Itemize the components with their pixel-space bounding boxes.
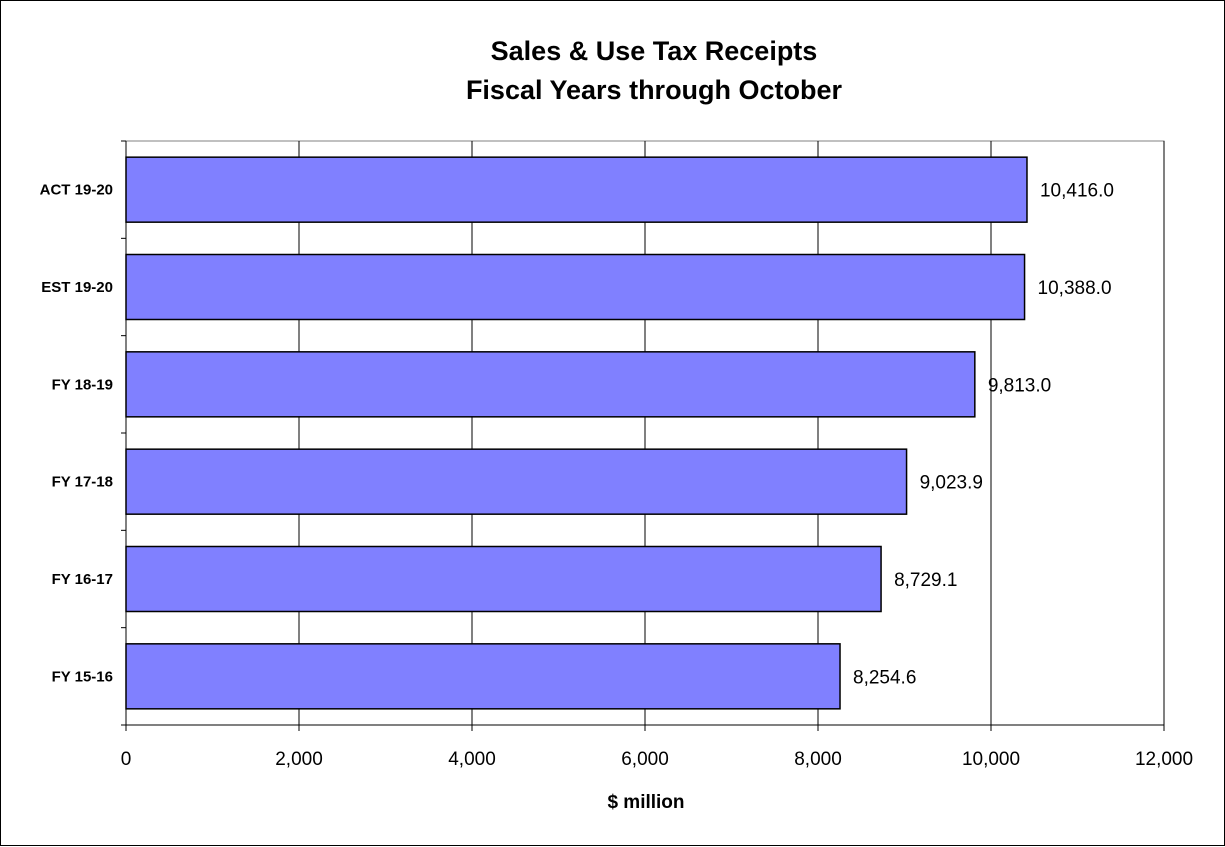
plot-area: 0 2,000 4,000 6,000 8,000 10,000 12,000 ACT 19-… (40, 140, 1193, 770)
chart-title-line-1: Sales & Use Tax Receipts (491, 36, 818, 66)
bar (125, 253, 1026, 321)
y-category-label: FY 15-16 (52, 668, 113, 685)
chart-title-line-2: Fiscal Years through October (466, 75, 843, 105)
bar (125, 545, 882, 613)
x-tick-label: 12,000 (1135, 749, 1193, 770)
data-label: 8,254.6 (853, 667, 916, 688)
data-label: 9,813.0 (988, 375, 1051, 396)
bar (125, 351, 976, 418)
x-tick-label: 8,000 (794, 749, 842, 770)
y-category-label: ACT 19-20 (40, 182, 113, 199)
data-label: 10,388.0 (1038, 278, 1112, 299)
y-category-label: FY 17-18 (52, 474, 113, 491)
y-category-label: EST 19-20 (41, 279, 113, 296)
y-category-label: FY 16-17 (52, 571, 113, 588)
bar (125, 448, 908, 515)
data-label: 8,729.1 (894, 570, 957, 591)
x-tick-label: 4,000 (448, 749, 496, 770)
bar (125, 156, 1028, 223)
x-axis-label: $ million (607, 792, 684, 813)
data-label: 9,023.9 (920, 473, 983, 494)
x-tick-label: 2,000 (275, 749, 323, 770)
data-label: 10,416.0 (1040, 181, 1114, 202)
x-tick-label: 10,000 (962, 749, 1020, 770)
y-category-label: FY 18-19 (52, 376, 113, 393)
bar (125, 643, 841, 710)
x-tick-label: 0 (121, 749, 132, 770)
x-tick-label: 6,000 (621, 749, 669, 770)
